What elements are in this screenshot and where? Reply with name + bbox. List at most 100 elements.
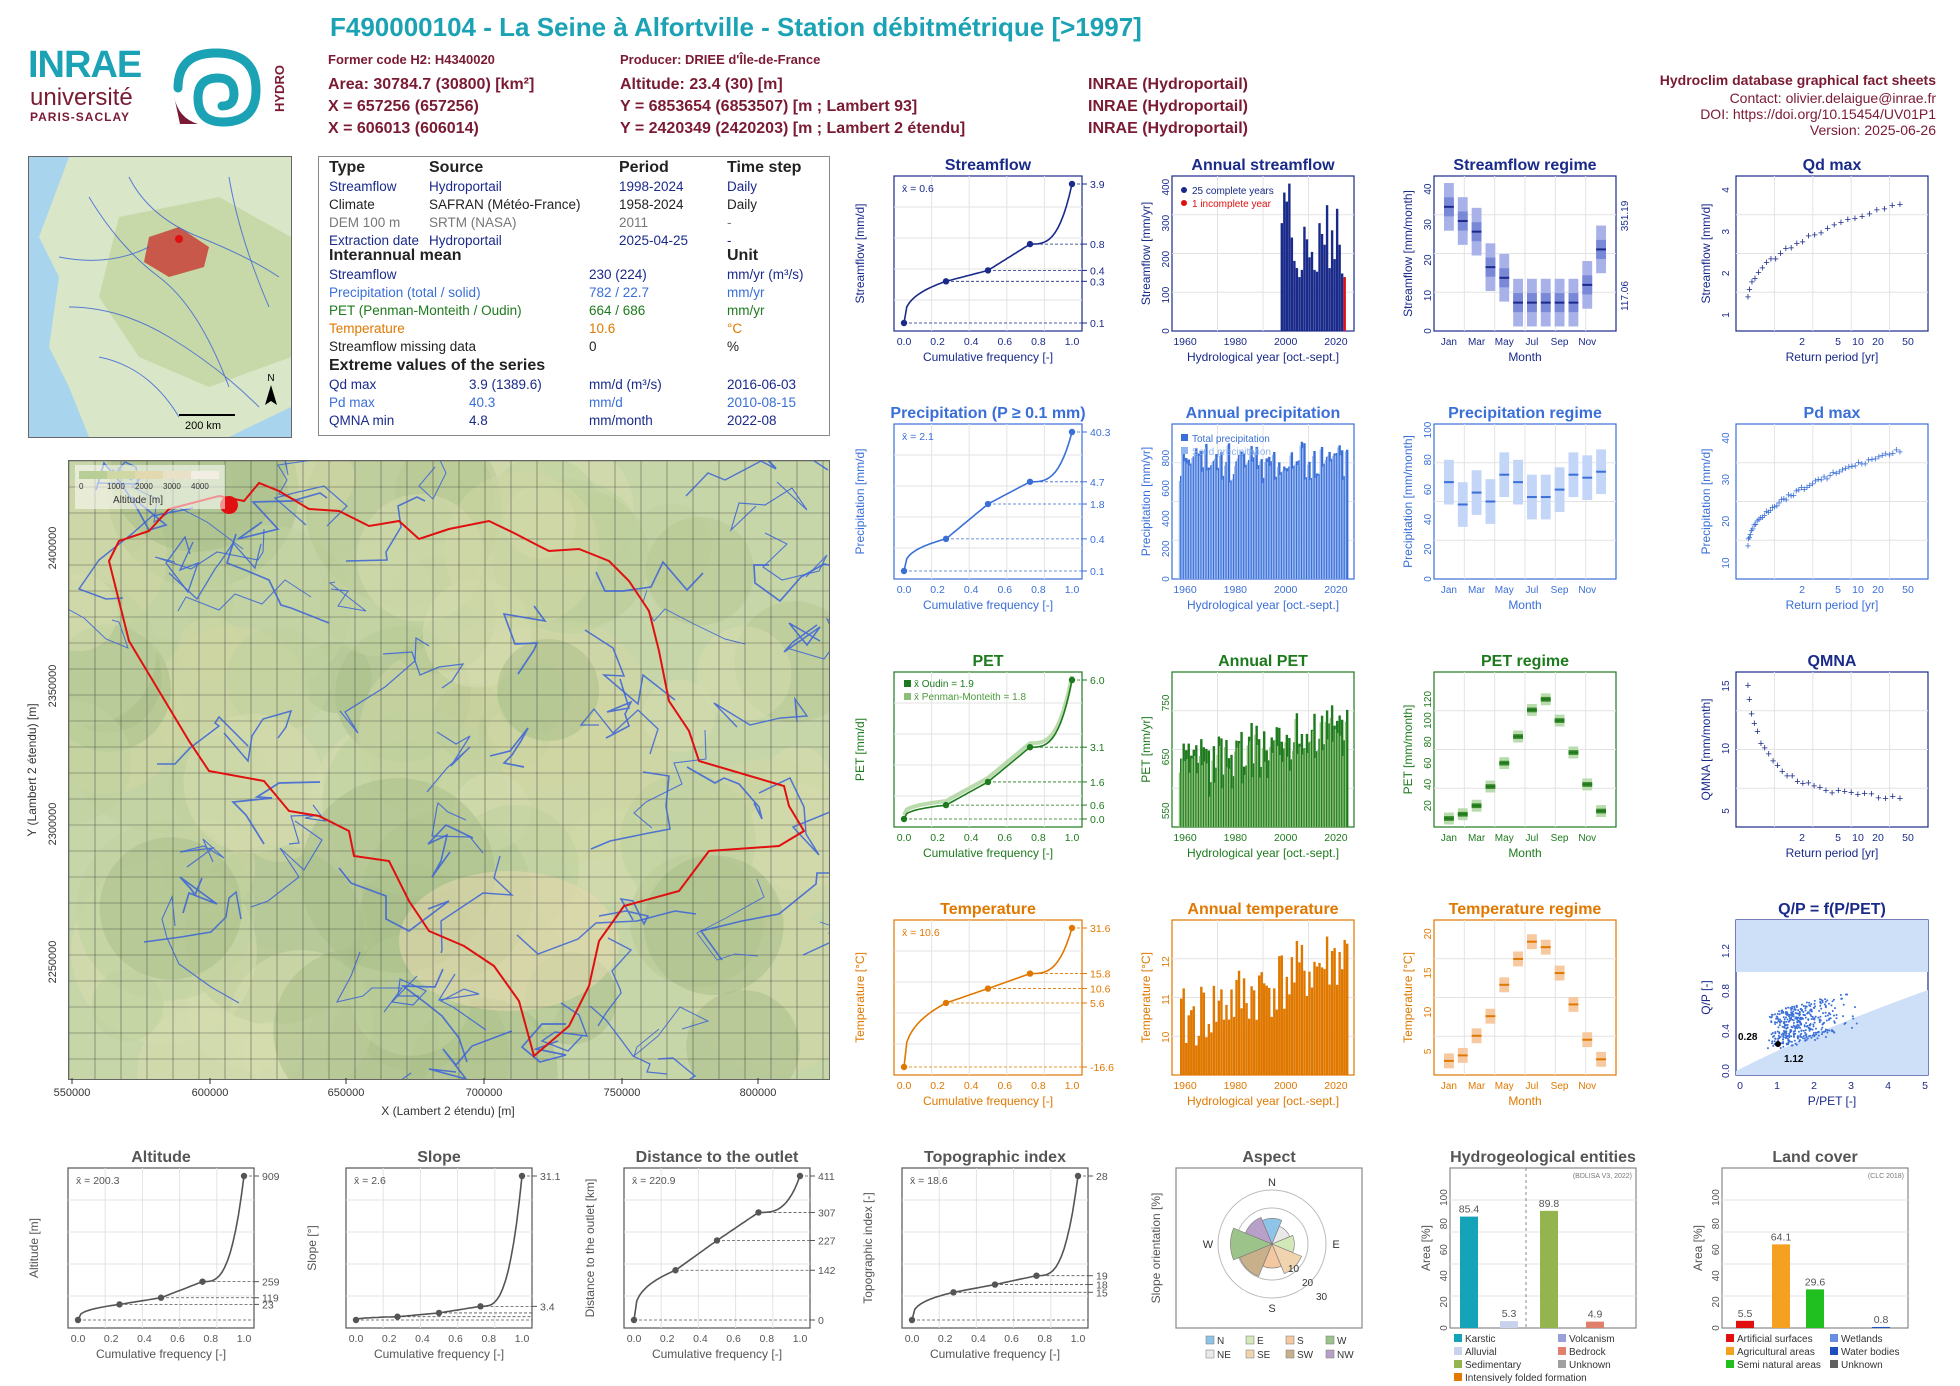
extreme-value: 3.9 (1389.6) (469, 377, 542, 392)
annual_precipitation-bar (1185, 457, 1188, 579)
annual_pet-bar-2 (1274, 739, 1276, 827)
qmna-point: + (1770, 755, 1776, 767)
qp-point (1816, 1037, 1819, 1040)
qmna-ytick: 10 (1721, 743, 1732, 755)
qp-point (1797, 1024, 1800, 1027)
qd_max-xtick: 50 (1902, 336, 1914, 348)
precipitation_regime-ytick: 0 (1423, 576, 1434, 582)
pd_max-point: + (1869, 454, 1875, 466)
qp-point (1770, 1042, 1773, 1045)
qp-point (1814, 1039, 1817, 1042)
extreme-date: 2022-08 (727, 413, 777, 428)
precipitation-right-label: 40.3 (1090, 427, 1111, 439)
qp-point (1811, 1034, 1814, 1037)
annual_temperature-bar (1338, 951, 1341, 1075)
qp-point (1782, 1016, 1785, 1019)
annual_precipitation-bar-2 (1274, 479, 1276, 579)
annual_temperature-bar (1212, 985, 1216, 1075)
topo_index-point (950, 1289, 957, 1296)
annual_pet-bar (1245, 765, 1248, 827)
pet_regime-ytick: 80 (1423, 736, 1434, 748)
qd_max-point: + (1759, 262, 1765, 274)
qmna-point: + (1823, 785, 1829, 797)
hydro-logo-icon (173, 48, 261, 127)
qp-xtick: 2 (1811, 1080, 1817, 1092)
aspect-sector-se (1271, 1243, 1302, 1274)
annual_precipitation-xtick: 2000 (1274, 584, 1298, 596)
river (231, 781, 321, 845)
mean-name: PET (Penman-Monteith / Oudin) (329, 303, 522, 318)
annual_temperature-bar (1318, 962, 1321, 1075)
chart-streamflow_regime-xlabel: Month (1508, 350, 1541, 364)
qp-point (1842, 1003, 1845, 1006)
qp-point (1797, 1016, 1800, 1019)
annual_precipitation-bar (1300, 441, 1304, 579)
annual_temperature-bar (1247, 1018, 1251, 1075)
annual_pet-bar (1263, 731, 1266, 827)
aspect-legend-item: E (1257, 1336, 1264, 1347)
annual_streamflow-bar (1325, 205, 1329, 331)
qp-point (1822, 1022, 1825, 1025)
annual_precipitation-bar (1202, 467, 1206, 579)
river (699, 872, 829, 961)
annual_pet-bar (1303, 748, 1306, 827)
river (783, 622, 821, 653)
river (590, 771, 671, 850)
annual_pet-bar (1187, 743, 1190, 827)
chart-annual_precipitation-xlabel: Hydrological year [oct.-sept.] (1187, 598, 1339, 612)
annual_precipitation-bar (1240, 451, 1243, 579)
chart-annual_streamflow: Annual streamflow 1960 1980 2000 2020 0 100 200… (1139, 157, 1355, 364)
annual_precipitation-bar (1285, 468, 1289, 579)
pd_max-point: + (1793, 486, 1799, 498)
river (595, 560, 704, 592)
annual_pet-bar-2 (1289, 770, 1291, 827)
qp-point (1784, 1012, 1787, 1015)
qp-point (1813, 999, 1816, 1002)
qp-point (1794, 1012, 1797, 1015)
chart-land-cover-bar (1806, 1289, 1824, 1328)
precipitation-xtick: 1.0 (1065, 584, 1080, 596)
annual_precipitation-bar (1315, 473, 1319, 579)
qp-point (1804, 1013, 1807, 1016)
annual_precipitation-xtick: 1980 (1224, 584, 1248, 596)
annual_precipitation-ytick: 800 (1161, 449, 1172, 466)
annual_pet-bar-2 (1224, 747, 1226, 827)
slope-xtick: 0.6 (448, 1333, 463, 1345)
annual_streamflow-ytick: 0 (1161, 328, 1172, 334)
north-arrow-icon (265, 385, 277, 405)
qp-point (1807, 1018, 1810, 1021)
qp-point (1852, 1017, 1855, 1020)
x-tick-label: 800000 (740, 1087, 777, 1099)
annual_pet-bar-2 (1291, 750, 1294, 827)
pd_max-point: + (1872, 454, 1878, 466)
river (696, 878, 765, 961)
annual_streamflow-bar (1295, 268, 1299, 331)
pd_max-xtick: 50 (1902, 584, 1914, 596)
distance-xtick: 0.8 (759, 1333, 774, 1345)
qp-point (1794, 1042, 1797, 1045)
chart-pet_regime-title: PET regime (1481, 653, 1569, 670)
streamflow_regime-ytick: 10 (1423, 290, 1434, 302)
annual_precipitation-bar-2 (1279, 474, 1281, 579)
qp-point (1824, 1000, 1827, 1003)
pet-legend-swatch (904, 680, 911, 687)
annual_precipitation-bar (1197, 453, 1201, 579)
pd_max-ytick: 30 (1721, 474, 1732, 486)
qp-point (1784, 1007, 1787, 1010)
streamflow_regime-xtick: Nov (1578, 337, 1596, 348)
annual_precipitation-bar (1190, 463, 1193, 579)
annual_temperature-bar (1328, 984, 1331, 1075)
temperature-mean: x̄ = 10.6 (902, 927, 940, 939)
qp-point (1777, 1026, 1780, 1029)
annual_precipitation-bar (1247, 459, 1251, 579)
qp-point (1793, 1039, 1796, 1042)
annual_precipitation-bar-2 (1201, 471, 1203, 579)
altitude-right-label: 259 (262, 1277, 280, 1289)
extreme-date: 2016-06-03 (727, 377, 797, 392)
legend-swatch (107, 471, 135, 479)
precipitation_regime-xtick: Mar (1468, 585, 1486, 596)
chart-land-cover-legend-item: Artificial surfaces (1737, 1334, 1813, 1345)
annual_temperature-bar (1295, 940, 1299, 1075)
distance-right-label: 411 (818, 1171, 835, 1183)
altitude-legend: 0 1000 2000 3000 4000 Altitude [m] (75, 465, 225, 509)
